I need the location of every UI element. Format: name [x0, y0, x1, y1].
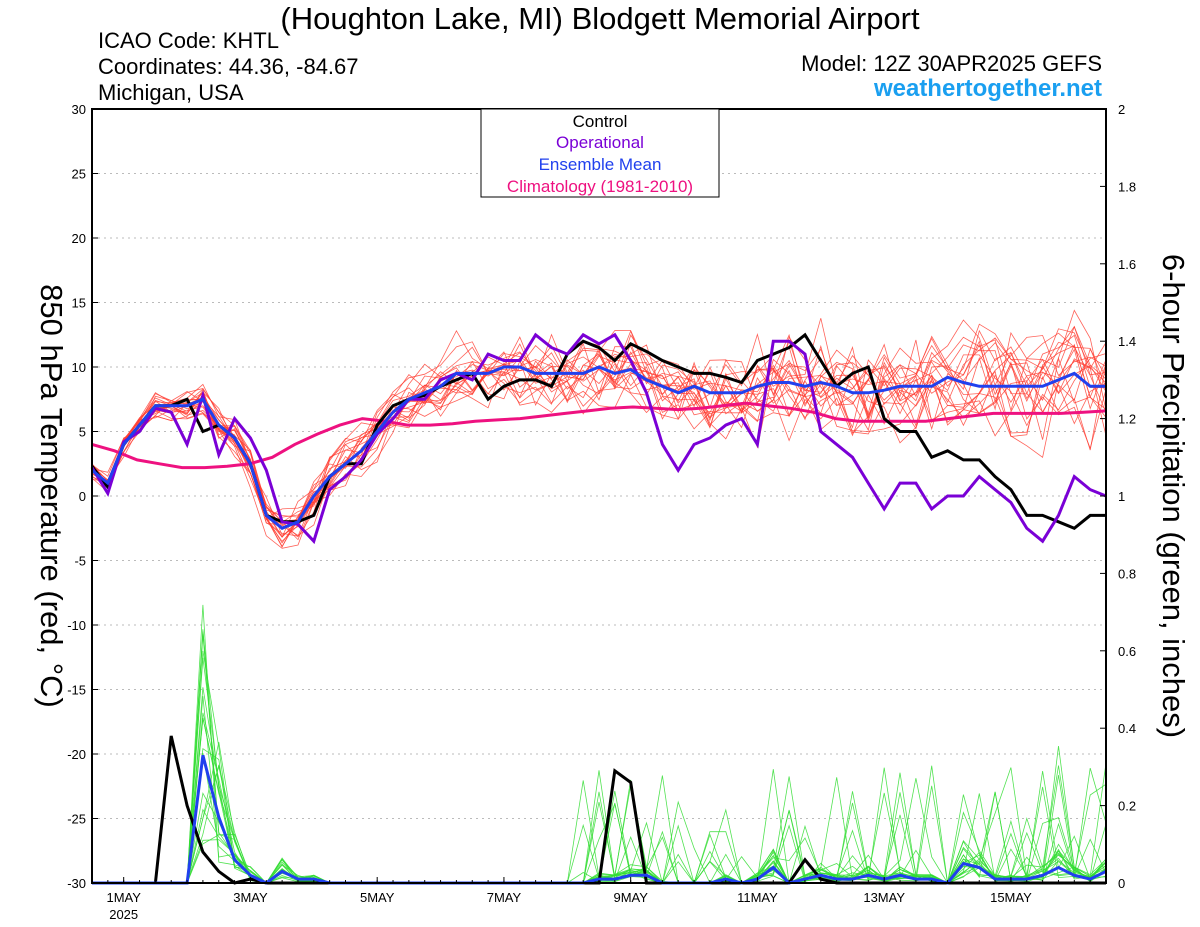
y-left-tick-label: 15: [72, 296, 86, 311]
y-right-tick-label: 1.8: [1118, 179, 1136, 194]
precip-members: [92, 604, 1107, 885]
y-right-tick-label: 0.2: [1118, 799, 1136, 814]
y-right-axis-label: 6-hour Precipitation (green, inches): [1156, 254, 1191, 738]
temp-member-line: [91, 333, 1107, 536]
temp-member-line: [91, 323, 1107, 548]
x-tick-label: 11MAY: [737, 890, 778, 905]
x-tick-sublabel: 2025: [109, 907, 138, 922]
legend-climatology: Climatology (1981-2010): [507, 177, 693, 196]
axes: 302520151050-5-10-15-20-25-3021.81.61.41…: [67, 102, 1136, 922]
series: [90, 332, 1107, 885]
y-left-tick-label: 30: [72, 102, 86, 117]
legend-control: Control: [573, 112, 628, 131]
precip-member-line: [92, 604, 1107, 884]
y-left-tick-label: 10: [72, 360, 86, 375]
temp-member-line: [91, 351, 1107, 518]
y-right-tick-label: 1.4: [1118, 334, 1136, 349]
x-tick-label: 5MAY: [360, 890, 395, 905]
x-tick-label: 15MAY: [990, 890, 1032, 905]
temp-member-line: [91, 329, 1107, 541]
model-run: Model: 12Z 30APR2025 GEFS: [801, 51, 1102, 76]
site-link[interactable]: weathertogether.net: [873, 75, 1102, 102]
x-tick-label: 9MAY: [613, 890, 648, 905]
x-tick-label: 3MAY: [233, 890, 268, 905]
y-right-tick-label: 0.6: [1118, 644, 1136, 659]
page-title: (Houghton Lake, MI) Blodgett Memorial Ai…: [280, 1, 920, 36]
x-tick-label: 7MAY: [487, 890, 522, 905]
y-left-tick-label: 20: [72, 231, 86, 246]
ensemble-mean-precip-line: [92, 754, 1107, 885]
y-right-tick-label: 2: [1118, 102, 1125, 117]
y-right-tick-label: 1.6: [1118, 257, 1136, 272]
coordinates: Coordinates: 44.36, -84.67: [98, 54, 359, 79]
y-left-tick-label: 0: [79, 489, 86, 504]
y-right-tick-label: 0: [1118, 876, 1125, 891]
y-left-tick-label: -25: [67, 812, 86, 827]
y-left-tick-label: -15: [67, 683, 86, 698]
temp-member-line: [91, 329, 1107, 542]
y-right-tick-label: 1: [1118, 489, 1125, 504]
temp-member-line: [91, 333, 1107, 519]
legend-operational: Operational: [556, 133, 644, 152]
ensemble-mean-temp-line: [91, 365, 1106, 531]
y-left-tick-label: 25: [72, 167, 86, 182]
legend-box: [480, 108, 720, 198]
y-left-axis-label: 850 hPa Temperature (red, °C): [34, 284, 69, 708]
temp-member-line: [91, 335, 1107, 537]
y-right-tick-label: 0.4: [1118, 721, 1136, 736]
y-right-tick-label: 0.8: [1118, 566, 1136, 581]
y-left-tick-label: 5: [79, 425, 86, 440]
temp-member-line: [91, 344, 1107, 530]
temp-member-line: [91, 334, 1107, 536]
x-tick-label: 1MAY: [106, 890, 141, 905]
precip-member-line: [92, 712, 1107, 884]
region: Michigan, USA: [98, 80, 244, 105]
y-right-tick-label: 1.2: [1118, 412, 1136, 427]
y-left-tick-label: -10: [67, 618, 86, 633]
y-left-tick-label: -5: [74, 554, 86, 569]
icao-code: ICAO Code: KHTL: [98, 28, 279, 53]
operational-temp-line: [90, 332, 1107, 545]
legend: Control Operational Ensemble Mean Climat…: [480, 108, 720, 198]
precip-member-line: [92, 631, 1107, 884]
temp-member-line: [91, 330, 1107, 538]
y-left-tick-label: -20: [67, 747, 86, 762]
x-tick-label: 13MAY: [863, 890, 905, 905]
legend-ensemble-mean: Ensemble Mean: [539, 155, 662, 174]
precip-member-line: [92, 629, 1107, 884]
y-left-tick-label: -30: [67, 876, 86, 891]
